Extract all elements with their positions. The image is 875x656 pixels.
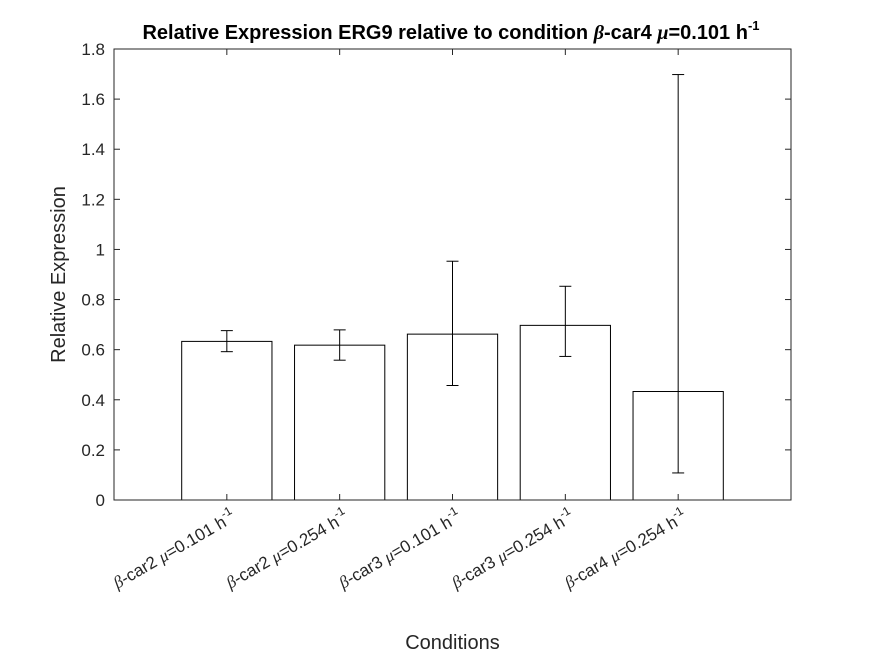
y-tick-label: 1.2 bbox=[81, 190, 105, 209]
y-tick-label: 0.2 bbox=[81, 441, 105, 460]
y-tick-label: 1.4 bbox=[81, 140, 105, 159]
axes-box bbox=[113, 48, 792, 501]
plot-area: 00.20.40.60.811.21.41.61.8β-car2 μ=0.101… bbox=[81, 40, 791, 593]
y-tick-label: 1.6 bbox=[81, 90, 105, 109]
y-tick-label: 1 bbox=[96, 240, 105, 259]
chart-title: Relative Expression ERG9 relative to con… bbox=[142, 18, 759, 44]
bar bbox=[294, 344, 386, 501]
y-tick-label: 0.8 bbox=[81, 291, 105, 310]
y-tick-label: 1.8 bbox=[81, 40, 105, 59]
bar bbox=[181, 340, 273, 501]
y-tick-label: 0 bbox=[96, 491, 105, 510]
y-tick-label: 0.6 bbox=[81, 341, 105, 360]
x-axis-title: Conditions bbox=[405, 632, 500, 654]
y-tick-label: 0.4 bbox=[81, 391, 105, 410]
y-axis-title: Relative Expression bbox=[48, 186, 70, 363]
